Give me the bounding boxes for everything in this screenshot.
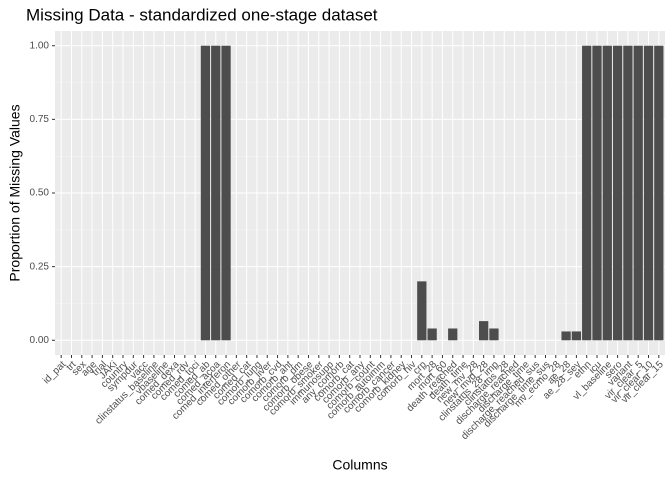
bar bbox=[489, 328, 499, 341]
chart-title: Missing Data - standardized one-stage da… bbox=[26, 5, 378, 24]
bar bbox=[417, 281, 427, 341]
x-tick-label: id_pat bbox=[41, 359, 68, 386]
bar bbox=[612, 45, 623, 341]
bar bbox=[561, 331, 571, 341]
bar bbox=[602, 45, 612, 341]
bar bbox=[633, 45, 643, 341]
x-axis-label: Columns bbox=[332, 457, 387, 473]
bar bbox=[221, 45, 231, 341]
bar bbox=[211, 45, 221, 341]
bar bbox=[479, 321, 489, 341]
y-tick-label: 0.75 bbox=[30, 114, 50, 125]
bar bbox=[592, 45, 602, 341]
y-tick-label: 0.25 bbox=[30, 261, 50, 272]
y-tick-label: 0.50 bbox=[30, 188, 50, 199]
bar bbox=[654, 45, 664, 341]
bar bbox=[571, 331, 582, 341]
bar bbox=[427, 328, 437, 341]
bar bbox=[623, 45, 633, 341]
y-axis-label: Proportion of Missing Values bbox=[7, 104, 23, 281]
bar bbox=[200, 45, 211, 341]
bar bbox=[582, 45, 592, 341]
bar bbox=[448, 328, 458, 341]
bar bbox=[643, 45, 654, 341]
y-tick-label: 0.00 bbox=[30, 335, 50, 346]
y-tick-label: 1.00 bbox=[30, 40, 50, 51]
